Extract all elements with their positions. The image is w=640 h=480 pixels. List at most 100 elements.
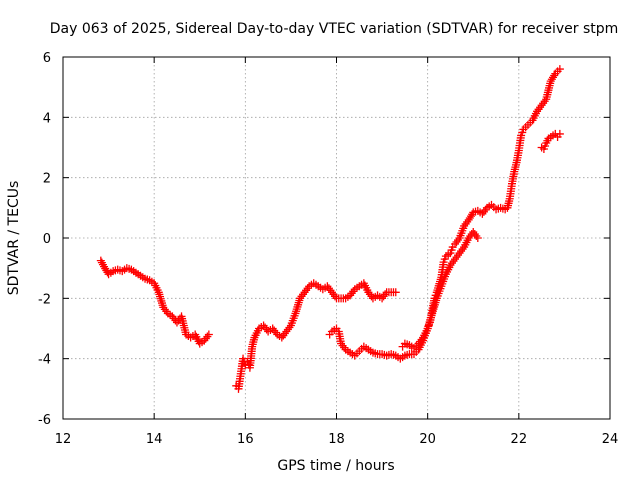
data-point xyxy=(550,71,559,80)
data-point xyxy=(464,234,473,242)
data-point xyxy=(277,333,286,342)
series-track-2 xyxy=(232,279,400,393)
data-point xyxy=(473,234,482,242)
y-tick-label: 4 xyxy=(43,111,51,126)
data-point xyxy=(340,343,349,352)
series-track-5 xyxy=(537,129,564,154)
data-point xyxy=(326,286,335,295)
data-point xyxy=(452,238,461,247)
x-axis-label: GPS time / hours xyxy=(277,458,394,474)
data-point xyxy=(414,339,423,348)
data-point xyxy=(457,247,466,256)
data-point xyxy=(329,290,338,299)
x-tick-label: 16 xyxy=(237,432,254,447)
data-point xyxy=(539,99,548,108)
data-point xyxy=(283,325,292,334)
data-point xyxy=(97,258,106,267)
data-point xyxy=(555,129,564,138)
data-point xyxy=(259,321,268,330)
grid xyxy=(63,57,610,419)
x-tick-label: 18 xyxy=(328,432,345,447)
series-track-1 xyxy=(96,256,213,348)
y-tick-label: -2 xyxy=(38,292,51,307)
data-point xyxy=(555,65,564,74)
data-point xyxy=(481,205,490,214)
data-point xyxy=(279,331,288,340)
data-point xyxy=(365,290,374,299)
data-point xyxy=(338,341,347,350)
data-point xyxy=(349,287,358,296)
data-point xyxy=(168,312,177,321)
data-point xyxy=(268,324,277,333)
data-point xyxy=(297,292,306,301)
data-point xyxy=(302,286,311,295)
data-point xyxy=(159,303,168,312)
data-point xyxy=(540,97,549,106)
data-point xyxy=(533,107,542,116)
data-point xyxy=(534,105,543,114)
x-tick-label: 20 xyxy=(419,432,436,447)
data-point xyxy=(469,227,478,236)
y-axis-label: SDTVAR / TECUs xyxy=(6,181,22,296)
data-point xyxy=(285,323,294,332)
data-point xyxy=(364,288,373,297)
data-point xyxy=(330,292,339,301)
data-point xyxy=(261,323,270,332)
data-point xyxy=(96,256,105,265)
x-tick-label: 22 xyxy=(511,432,528,447)
data-point xyxy=(536,103,545,112)
data-point xyxy=(162,307,171,316)
data-point xyxy=(455,249,464,258)
data-point xyxy=(327,288,336,297)
data-point xyxy=(300,288,309,297)
y-tick-label: 0 xyxy=(43,232,51,247)
data-point xyxy=(417,335,426,344)
data-point xyxy=(461,219,470,228)
data-point xyxy=(458,245,467,254)
data-point xyxy=(200,336,209,345)
series-track-4 xyxy=(398,65,564,353)
data-markers xyxy=(96,65,564,393)
data-point xyxy=(203,332,212,341)
data-point xyxy=(271,328,280,337)
data-point xyxy=(379,292,388,301)
data-point xyxy=(303,284,312,293)
data-point xyxy=(449,257,458,266)
data-point xyxy=(391,288,400,297)
data-point xyxy=(446,261,455,270)
data-point xyxy=(470,229,479,238)
data-point xyxy=(537,101,546,110)
data-point xyxy=(416,337,425,346)
data-point xyxy=(280,329,289,338)
data-point xyxy=(337,339,346,348)
data-point xyxy=(346,291,355,300)
data-point xyxy=(378,294,387,303)
series-track-3 xyxy=(325,227,482,363)
y-tick-label: -4 xyxy=(38,353,51,368)
x-tick-label: 24 xyxy=(602,432,619,447)
data-point xyxy=(454,236,463,245)
data-point xyxy=(460,221,469,230)
x-tick-label: 14 xyxy=(146,432,163,447)
data-point xyxy=(347,289,356,298)
y-tick-label: 6 xyxy=(43,51,51,66)
data-point xyxy=(296,294,305,303)
y-tick-label: 2 xyxy=(43,172,51,187)
data-point xyxy=(479,207,488,216)
x-tick-label: 12 xyxy=(55,432,72,447)
data-point xyxy=(201,334,210,343)
data-point xyxy=(299,290,308,299)
data-point xyxy=(323,282,332,291)
data-point xyxy=(451,240,460,249)
data-point xyxy=(447,259,456,268)
data-point xyxy=(472,231,481,240)
data-point xyxy=(282,327,291,336)
axis-ticks xyxy=(62,56,611,420)
data-point xyxy=(478,209,487,218)
data-point xyxy=(172,318,181,327)
data-point xyxy=(324,284,333,293)
data-point xyxy=(452,253,461,262)
data-point xyxy=(381,290,390,299)
